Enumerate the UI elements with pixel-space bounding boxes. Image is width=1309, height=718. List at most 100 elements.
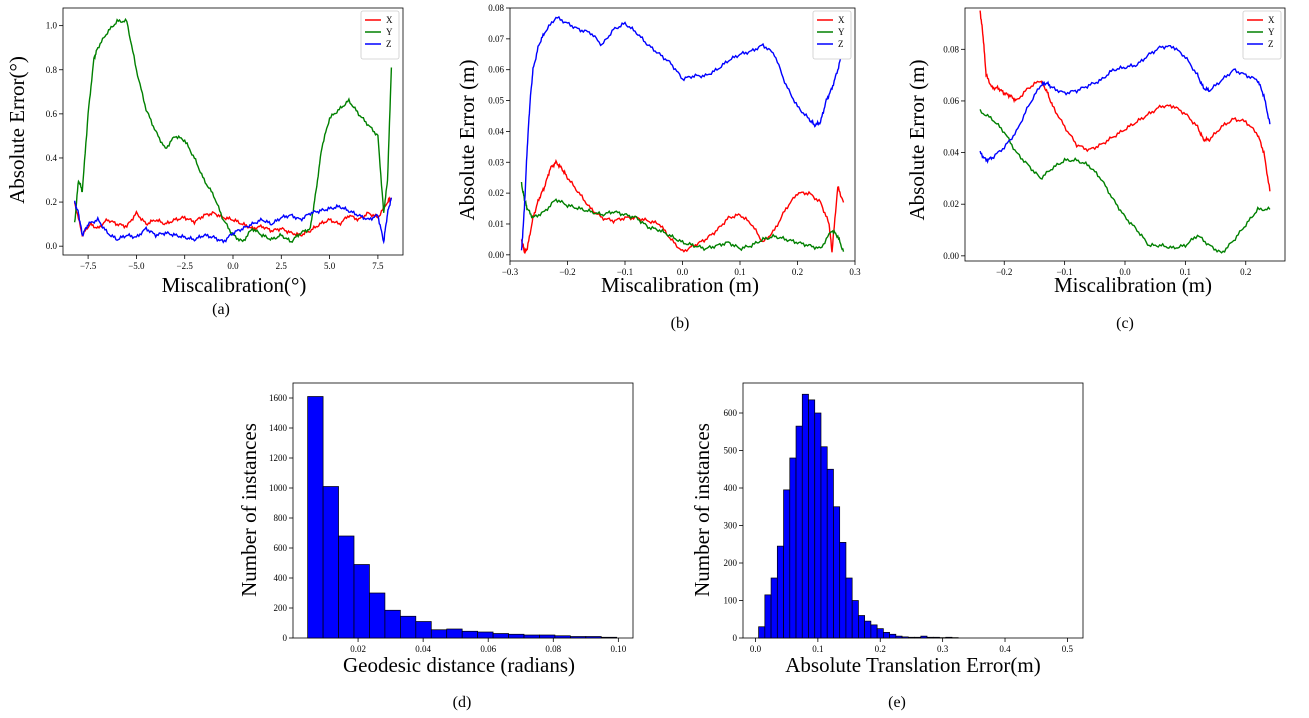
y-axis-label: Absolute Error (m)	[455, 60, 479, 221]
y-tick-label: 100	[724, 596, 738, 606]
histogram-bar	[945, 636, 953, 639]
histogram-bar	[914, 636, 922, 639]
x-tick-label: 0.0	[227, 261, 239, 271]
series-group	[73, 17, 393, 245]
y-tick-label: 1.0	[46, 21, 58, 31]
histogram-bar	[307, 396, 324, 639]
x-tick-label: 0.1	[734, 267, 745, 277]
y-tick-label: 0.03	[488, 157, 504, 167]
histogram-bar	[932, 636, 940, 639]
series-group	[979, 10, 1271, 254]
caption-d: (d)	[453, 694, 472, 711]
chart-panel-c: −0.2 −0.1 0.0 0.1 0.2 0.00 0.02 0.04 0.06 0.08 Mis…	[905, 7, 1286, 297]
y-tick-label: 1200	[269, 453, 288, 463]
y-tick-label: 0.6	[46, 109, 58, 119]
legend: XYZ	[1242, 10, 1282, 60]
legend-label-y: Y	[386, 27, 393, 37]
histogram-bar	[889, 633, 897, 639]
legend-label-y: Y	[838, 27, 845, 37]
y-tick-label: 0.00	[488, 250, 504, 260]
caption-b: (b)	[671, 315, 690, 332]
histogram-bar	[492, 633, 509, 639]
y-tick-label: 500	[724, 446, 738, 456]
y-tick-label: 0.00	[943, 251, 959, 261]
histogram-bar	[523, 634, 540, 639]
y-tick-label: 0.04	[488, 126, 504, 136]
x-axis-label: Geodesic distance (radians)	[343, 653, 575, 677]
histogram-bar	[851, 600, 859, 639]
series-line-z	[520, 15, 845, 251]
legend-label-x: X	[386, 15, 393, 25]
histogram-bar	[845, 577, 853, 639]
x-tick-label: −0.2	[559, 267, 575, 277]
y-tick-label: 0.8	[46, 65, 58, 75]
plot-frame	[509, 7, 856, 262]
histogram-bar	[570, 636, 587, 639]
y-tick-label: 0.0	[46, 241, 58, 251]
legend-label-z: Z	[1268, 39, 1274, 49]
legend-box	[360, 10, 400, 60]
histogram-bar	[907, 636, 915, 639]
legend-label-x: X	[838, 15, 845, 25]
x-tick-label: 0.1	[812, 644, 823, 654]
plot-frame	[62, 7, 404, 256]
legend: XYZ	[360, 10, 400, 60]
series-group	[520, 15, 845, 255]
y-tick-label: 0.06	[488, 65, 504, 75]
y-tick-label: 800	[274, 513, 288, 523]
x-tick-label: 5.0	[324, 261, 336, 271]
histogram-bar	[920, 635, 928, 639]
histogram-bar	[783, 489, 791, 639]
y-tick-label: 200	[724, 558, 738, 568]
y-tick-label: 0	[283, 633, 288, 643]
x-tick-label: 0.3	[937, 644, 949, 654]
histogram-bar	[858, 615, 866, 639]
histogram-bar	[883, 632, 890, 639]
y-axis-label: Number of instances	[690, 423, 714, 597]
y-tick-label: 0.02	[943, 199, 959, 209]
x-tick-label: 7.5	[372, 261, 384, 271]
histogram-bar	[369, 592, 386, 639]
x-tick-label: −2.5	[177, 261, 194, 271]
x-tick-label: 0.06	[480, 644, 496, 654]
x-tick-label: 0.3	[849, 267, 861, 277]
y-tick-label: 0.02	[488, 188, 504, 198]
histogram-bar	[826, 468, 834, 639]
histogram-bar	[384, 609, 401, 639]
histogram-bar	[926, 636, 934, 639]
histogram-bar	[554, 635, 571, 639]
histogram-bar	[776, 545, 784, 639]
chart-panel-e: 0.0 0.1 0.2 0.3 0.4 0.5 0 100 200 300 400 500 600 Abs…	[690, 382, 1084, 677]
histogram-bar	[839, 542, 847, 639]
legend-label-x: X	[1268, 15, 1275, 25]
x-axis-label: Miscalibration (m)	[1054, 273, 1212, 297]
x-tick-label: 0.0	[677, 267, 689, 277]
y-tick-label: 0.08	[943, 44, 959, 54]
series-line-z	[979, 45, 1271, 165]
legend-label-z: Z	[386, 39, 392, 49]
series-line-y	[73, 17, 393, 243]
x-tick-label: −5.0	[128, 261, 145, 271]
y-axis-label: Absolute Error(°)	[5, 56, 29, 204]
y-tick-label: 600	[274, 543, 288, 553]
x-axis-label: Absolute Translation Error(m)	[785, 653, 1040, 677]
x-tick-label: −0.1	[1056, 267, 1072, 277]
histogram-bar	[400, 615, 417, 639]
histogram-bar	[820, 446, 828, 639]
y-tick-label: 0.04	[943, 148, 959, 158]
histogram-bar	[461, 630, 478, 639]
y-tick-label: 0	[733, 633, 738, 643]
chart-panel-a: −7.5 −5.0 −2.5 0.0 2.5 5.0 7.5 0.0 0.2 0.4 0.6 0.8 1…	[5, 7, 404, 297]
histogram-bar	[415, 621, 432, 639]
histogram-bar	[600, 636, 618, 639]
y-tick-label: 1600	[269, 393, 288, 403]
histogram-bar	[764, 594, 772, 639]
caption-c: (c)	[1116, 315, 1134, 332]
series-line-x	[73, 195, 392, 238]
x-tick-label: 0.0	[1119, 267, 1131, 277]
x-tick-label: 2.5	[276, 261, 288, 271]
series-line-y	[979, 109, 1271, 254]
y-tick-label: 0.05	[488, 96, 504, 106]
x-axis-label: Miscalibration(°)	[162, 273, 307, 297]
